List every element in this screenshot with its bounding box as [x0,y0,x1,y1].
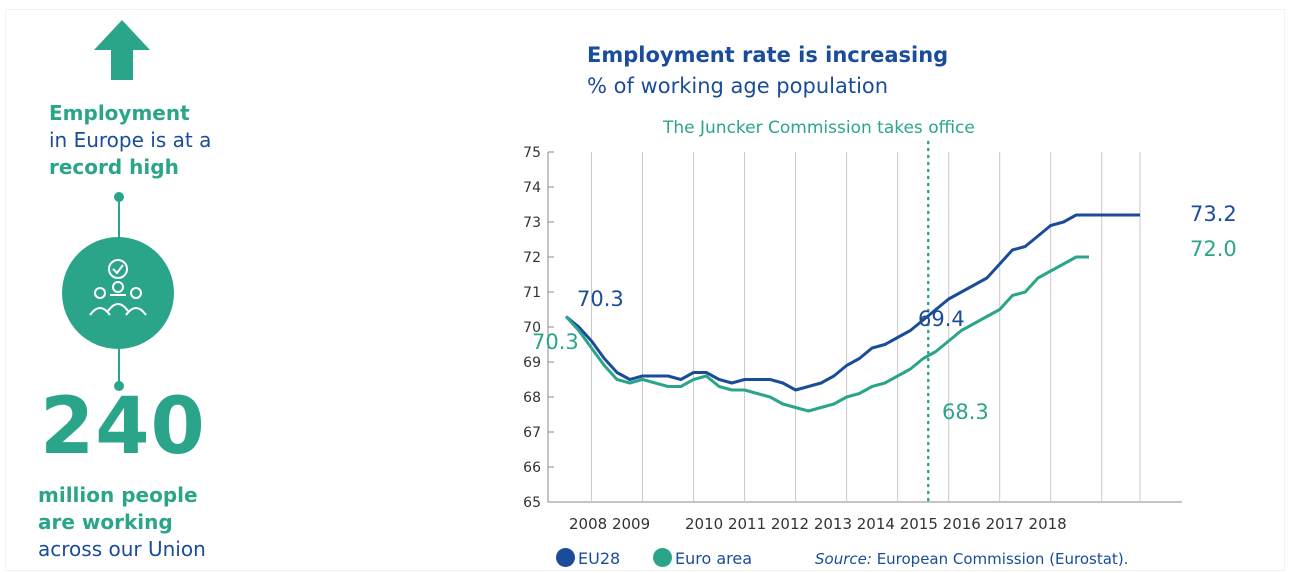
subline-line-3: across our Union [38,537,206,561]
label-eu28-mid: 69.4 [918,307,965,331]
y-tick-label-67: 67 [523,425,541,441]
arrow-up-icon [94,20,150,80]
label-euro-start: 70.3 [532,330,579,354]
chart-title: Employment rate is increasing [587,43,949,67]
workers-clock-icon [62,237,174,349]
y-tick-label-73: 73 [523,215,541,231]
legend-label-eu28: EU28 [578,549,621,568]
infographic-panel: Employment in Europe is at a record high… [0,0,300,573]
x-tick-labels-2008-2009: 2008 2009 [569,515,650,533]
label-eu28-end: 73.2 [1190,202,1237,226]
connector-line-bottom [118,349,120,385]
label-euro-mid: 68.3 [942,400,989,424]
connector-line-top [118,196,120,238]
source-note: Source: European Commission (Eurostat). [815,550,1128,568]
headline-line-3: record high [49,155,179,179]
infographic-frame [6,10,1284,570]
series-line-eu28 [565,213,1140,392]
subline: million people are working across our Un… [38,482,206,563]
y-tick-label-66: 66 [523,460,541,476]
source-text: European Commission (Eurostat). [876,550,1129,568]
legend-swatch-euro-area [653,548,672,567]
subline-line-1: million people [38,483,198,507]
y-tick-label-74: 74 [523,180,541,196]
headline: Employment in Europe is at a record high [49,100,211,181]
y-tick-label-70: 70 [523,320,541,336]
juncker-annotation: The Juncker Commission takes office [663,118,975,138]
y-tick-label-65: 65 [523,495,541,511]
legend-label-euro-area: Euro area [675,549,753,568]
big-number: 240 [40,382,206,472]
subline-line-2: are working [38,510,173,534]
y-tick-label-71: 71 [523,285,541,301]
chart-subtitle: % of working age population [587,74,889,98]
y-tick-label-72: 72 [523,250,541,266]
legend-item-eu28: EU28 [556,548,620,568]
label-euro-end: 72.0 [1190,237,1237,261]
headline-line-1: Employment [49,101,190,125]
y-tick-label-75: 75 [523,145,541,161]
source-prefix: Source: [815,550,872,568]
y-tick-label-68: 68 [523,390,541,406]
x-tick-labels-2010-2018: 2010 2011 2012 2013 2014 2015 2016 2017 … [685,515,1067,533]
label-eu28-start: 70.3 [577,287,624,311]
connector-dot-bottom [114,381,124,391]
series-line-euro-area [564,255,1089,413]
legend-item-euro-area: Euro area [653,548,752,568]
y-tick-label-69: 69 [523,355,541,371]
headline-line-2: in Europe is at a [49,128,212,152]
legend-swatch-eu28 [556,548,575,567]
